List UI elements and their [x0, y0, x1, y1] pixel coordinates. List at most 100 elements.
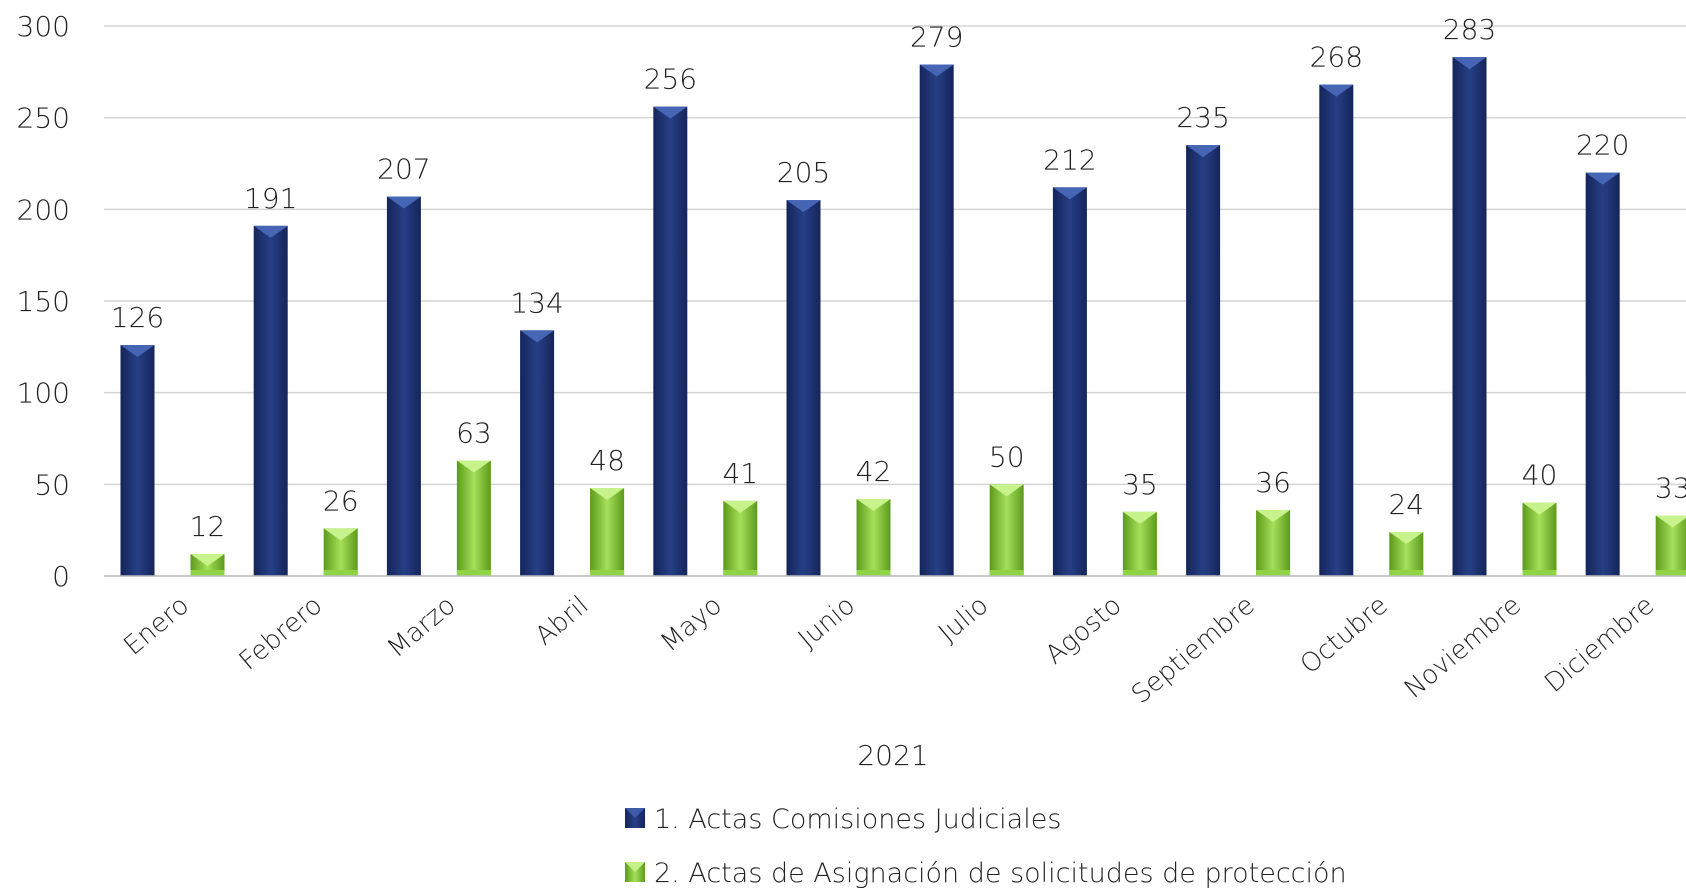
- bar-cap-series-2: [323, 528, 358, 541]
- bar-base-series-2: [723, 570, 758, 576]
- x-tick-label: Junio: [793, 590, 861, 654]
- bar-cap-series-2: [1522, 502, 1557, 515]
- x-tick-label: Diciembre: [1539, 590, 1660, 698]
- bar-cap-series-1: [520, 330, 555, 343]
- x-axis-title: 2021: [857, 739, 928, 772]
- data-label-series-1: 205: [777, 156, 830, 189]
- data-label-series-2: 36: [1255, 466, 1291, 499]
- y-tick-label: 150: [17, 285, 70, 318]
- bar-cap-series-1: [786, 200, 821, 213]
- bar-series-2: [856, 499, 891, 576]
- y-tick-label: 100: [17, 377, 70, 410]
- legend: 1. Actas Comisiones Judiciales 2. Actas …: [625, 804, 1347, 889]
- data-label-series-1: 268: [1310, 41, 1363, 74]
- data-label-series-1: 191: [244, 182, 297, 215]
- data-label-series-1: 212: [1043, 143, 1096, 176]
- bar-cap-series-2: [856, 499, 891, 511]
- data-label-series-1: 283: [1443, 13, 1496, 46]
- data-label-series-2: 63: [456, 417, 492, 450]
- x-tick-label: Noviembre: [1399, 590, 1527, 704]
- bar-series-2: [723, 500, 758, 576]
- data-label-series-1: 126: [111, 301, 164, 334]
- bar-cap-series-2: [1122, 511, 1157, 524]
- data-label-series-2: 50: [989, 440, 1025, 473]
- data-label-series-2: 26: [323, 484, 359, 517]
- data-label-series-2: 42: [856, 455, 892, 488]
- bar-series-1: [1585, 172, 1620, 576]
- x-tick-label: Agosto: [1040, 590, 1127, 670]
- bar-cap-series-2: [590, 488, 625, 500]
- legend-item-series-1: 1. Actas Comisiones Judiciales: [625, 804, 1061, 835]
- bar-series-2: [456, 460, 491, 576]
- data-label-series-1: 220: [1576, 129, 1629, 162]
- bar-series-1: [919, 64, 954, 576]
- bar-base-series-2: [590, 570, 625, 576]
- bar-series-1: [786, 200, 821, 576]
- bar-series-1: [653, 106, 688, 577]
- bar-cap-series-1: [253, 225, 288, 238]
- bar-base-series-2: [856, 570, 891, 576]
- x-tick-label: Septiembre: [1126, 590, 1260, 710]
- bar-base-series-2: [1122, 570, 1157, 576]
- bar-cap-series-1: [919, 64, 954, 77]
- bar-cap-series-1: [1452, 57, 1487, 70]
- data-label-series-2: 12: [190, 510, 226, 543]
- data-label-series-2: 33: [1655, 472, 1686, 505]
- bar-cap-series-2: [190, 554, 225, 566]
- bar-cap-series-2: [989, 484, 1024, 497]
- legend-label-series-1: 1. Actas Comisiones Judiciales: [654, 804, 1061, 835]
- bar-cap-series-1: [1052, 187, 1087, 200]
- data-label-series-1: 235: [1176, 101, 1229, 134]
- x-tick-label: Marzo: [382, 590, 462, 664]
- gridlines: [104, 25, 1686, 577]
- y-axis: 0 50 100 150 200 250 300: [17, 10, 70, 593]
- x-tick-label: Mayo: [655, 590, 728, 658]
- bar-cap-series-2: [723, 500, 758, 513]
- bar-cap-series-1: [1319, 84, 1354, 97]
- bar-cap-series-2: [456, 460, 491, 473]
- y-tick-label: 300: [17, 10, 70, 43]
- x-tick-label: Octubre: [1295, 590, 1394, 680]
- data-label-series-1: 256: [644, 63, 697, 96]
- data-label-series-1: 207: [377, 153, 430, 186]
- bar-series-1: [253, 225, 288, 577]
- bar-cap-series-2: [1256, 510, 1291, 522]
- bar-cap-series-1: [653, 106, 688, 119]
- x-axis: Enero Febrero Marzo Abril Mayo Junio Julio Agos…: [104, 575, 1686, 710]
- bar-cap-series-2: [1655, 515, 1686, 528]
- data-label-series-1: 279: [910, 21, 963, 54]
- bar-base-series-2: [1389, 570, 1424, 576]
- bar-series-1: [386, 196, 421, 576]
- data-label-series-2: 35: [1122, 468, 1158, 501]
- y-tick-label: 200: [17, 193, 70, 226]
- legend-swatch-marker-series-2: [625, 862, 645, 872]
- data-label-series-2: 24: [1388, 488, 1424, 521]
- bar-series-1: [520, 330, 555, 576]
- bar-base-series-2: [323, 570, 358, 576]
- data-label-series-2: 41: [722, 457, 758, 490]
- bar-cap-series-1: [386, 196, 421, 209]
- x-tick-label: Febrero: [234, 590, 328, 676]
- bar-series-2: [590, 488, 625, 576]
- bars: [120, 57, 1686, 577]
- bar-base-series-2: [1522, 570, 1557, 576]
- legend-item-series-2: 2. Actas de Asignación de solicitudes de…: [625, 858, 1347, 889]
- bar-base-series-2: [1655, 570, 1686, 576]
- bar-cap-series-1: [1585, 172, 1620, 185]
- legend-label-series-2: 2. Actas de Asignación de solicitudes de…: [654, 858, 1347, 889]
- legend-swatch-marker-series-1: [625, 808, 645, 818]
- bar-cap-series-2: [1389, 532, 1424, 544]
- bar-series-1: [1052, 187, 1087, 577]
- bar-series-1: [1452, 57, 1487, 576]
- bar-cap-series-1: [1186, 145, 1221, 158]
- bar-base-series-2: [190, 570, 225, 576]
- x-tick-label: Enero: [118, 590, 195, 661]
- bar-cap-series-1: [120, 345, 155, 357]
- y-tick-label: 250: [17, 102, 70, 135]
- y-tick-label: 50: [34, 468, 70, 501]
- bar-base-series-2: [456, 570, 491, 576]
- bar-series-1: [120, 345, 155, 576]
- bar-base-series-2: [989, 570, 1024, 576]
- bar-series-1: [1319, 84, 1354, 577]
